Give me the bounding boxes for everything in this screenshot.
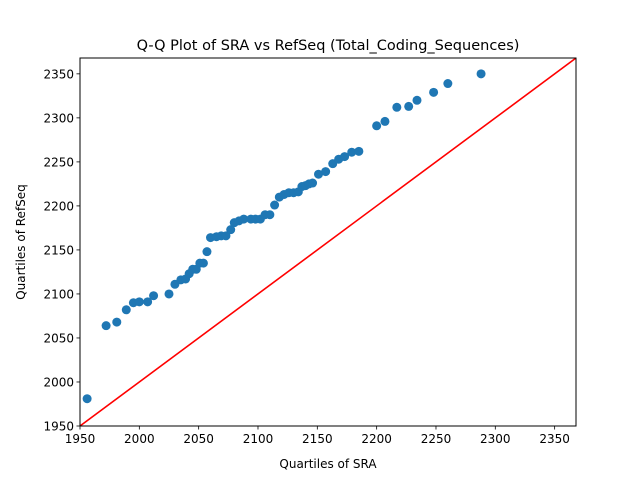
- data-point: [321, 167, 331, 177]
- x-tick-label: 2350: [539, 432, 570, 446]
- x-axis-label: Quartiles of SRA: [279, 457, 377, 471]
- y-tick-label: 2150: [43, 243, 74, 257]
- data-point: [270, 200, 280, 210]
- data-point: [121, 305, 131, 315]
- chart-title: Q-Q Plot of SRA vs RefSeq (Total_Coding_…: [137, 38, 520, 54]
- data-point: [340, 152, 350, 162]
- data-point: [265, 210, 275, 220]
- y-tick-label: 2200: [43, 199, 74, 213]
- data-point: [443, 79, 453, 89]
- x-tick-label: 2300: [480, 432, 511, 446]
- y-tick-label: 1950: [43, 420, 74, 434]
- x-tick-label: 2100: [243, 432, 274, 446]
- data-point: [101, 321, 111, 331]
- plot-area: [79, 57, 577, 427]
- y-tick-label: 2000: [43, 375, 74, 389]
- y-tick-label: 2350: [43, 67, 74, 81]
- points-layer: [82, 69, 486, 404]
- y-axis-label: Quartiles of RefSeq: [14, 184, 28, 300]
- data-point: [347, 147, 357, 157]
- reference-line-layer: [80, 58, 576, 426]
- data-point: [380, 116, 390, 126]
- y-tick-label: 2100: [43, 287, 74, 301]
- data-point: [239, 214, 249, 224]
- y-tick-label: 2300: [43, 111, 74, 125]
- axes-frame: [79, 57, 577, 427]
- reference-line: [80, 58, 576, 426]
- x-tick-label: 2000: [124, 432, 155, 446]
- data-point: [221, 231, 231, 241]
- data-point: [354, 146, 364, 156]
- data-point: [308, 178, 318, 188]
- data-point: [226, 225, 236, 235]
- x-tick-label: 2050: [183, 432, 214, 446]
- data-point: [143, 297, 153, 307]
- x-tick-label: 2250: [421, 432, 452, 446]
- data-point: [198, 258, 208, 268]
- data-point: [164, 289, 174, 299]
- data-point: [476, 69, 486, 79]
- data-point: [112, 317, 122, 327]
- y-tick-label: 2050: [43, 331, 74, 345]
- data-point: [149, 291, 159, 301]
- data-point: [202, 247, 212, 257]
- data-point: [134, 297, 144, 307]
- y-axis-ticks: 1950 2000 2050 2100 2150 2200 2250 2300 2350: [43, 67, 80, 434]
- data-point: [404, 101, 414, 111]
- x-tick-label: 2150: [302, 432, 333, 446]
- data-point: [372, 121, 382, 131]
- x-tick-label: 2200: [361, 432, 392, 446]
- data-point: [392, 102, 402, 112]
- x-axis-ticks: 1950 2000 2050 2100 2150 2200 2250 2300 2350: [65, 426, 570, 446]
- data-point: [314, 169, 324, 179]
- data-point: [82, 394, 92, 404]
- y-tick-label: 2250: [43, 155, 74, 169]
- data-point: [429, 87, 439, 97]
- data-point: [412, 95, 422, 105]
- x-tick-label: 1950: [65, 432, 96, 446]
